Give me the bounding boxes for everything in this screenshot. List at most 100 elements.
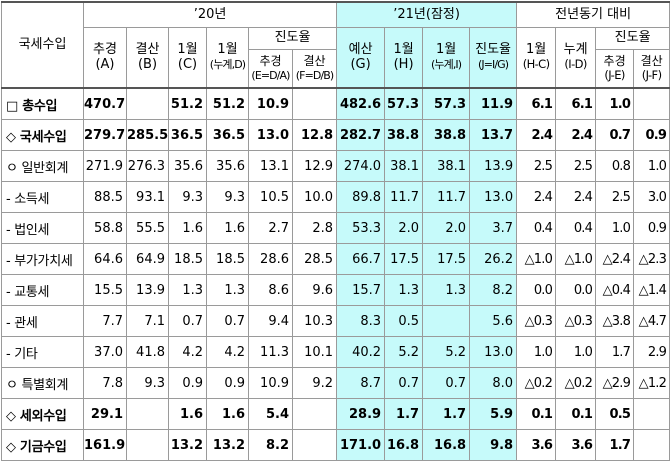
table-header: 국세수입 ’20년 ’21년(잠정) 전년동기 대비 추경 (A) 결산 (B) 1… xyxy=(1,1,670,89)
table-cell: 482.6 xyxy=(336,87,386,120)
table-cell: 9.3 xyxy=(206,181,249,213)
col-header-1: 결산 (B) xyxy=(126,27,169,89)
table-cell: 18.5 xyxy=(168,243,207,275)
table-cell: 55.5 xyxy=(126,212,169,244)
table-cell: △2.3 xyxy=(633,243,670,275)
table-cell: 11.7 xyxy=(384,181,424,213)
table-cell: 2.7 xyxy=(248,212,293,244)
table-cell: 470.7 xyxy=(83,87,127,120)
table-cell: 1.0 xyxy=(633,150,670,182)
table-cell: 1.6 xyxy=(206,398,249,430)
row-label: ㅇ 일반회계 xyxy=(1,150,84,182)
table-cell: 9.3 xyxy=(126,367,169,399)
table-cell: 279.7 xyxy=(83,119,127,151)
table-cell: 1.3 xyxy=(206,274,249,306)
table-cell: 7.8 xyxy=(83,367,127,399)
table-cell xyxy=(422,305,471,337)
table-row: - 기타 37.0 41.8 4.2 4.2 11.3 10.1 40.2 5.2 5.2 13.0… xyxy=(1,336,670,368)
table-cell: 2.0 xyxy=(384,212,424,244)
table-cell: 10.0 xyxy=(291,181,338,213)
table-cell: 0.4 xyxy=(555,212,597,244)
table-cell: 38.1 xyxy=(384,150,424,182)
table-cell xyxy=(126,398,169,430)
table-row: ◇ 국세수입 279.7 285.5 36.5 36.5 13.0 12.8 282.7 38.… xyxy=(1,119,670,151)
table-cell: 51.2 xyxy=(206,87,249,120)
row-label: - 부가가치세 xyxy=(1,243,84,275)
table-cell: 1.3 xyxy=(168,274,207,306)
table-cell: 1.3 xyxy=(422,274,471,306)
table-cell: △0.2 xyxy=(516,367,557,399)
table-cell: 0.7 xyxy=(168,305,207,337)
table-cell: △2.9 xyxy=(595,367,635,399)
progress-header-yoy: 진도율 xyxy=(595,27,670,50)
table-cell: 37.0 xyxy=(83,336,127,368)
table-cell: 29.1 xyxy=(83,398,127,430)
table-cell: 1.0 xyxy=(516,336,557,368)
col-header-8: 1월 (누계,I) xyxy=(422,27,471,89)
table-cell: 64.9 xyxy=(126,243,169,275)
table-cell: 1.0 xyxy=(555,336,597,368)
table-cell: △0.3 xyxy=(555,305,597,337)
table-cell: 36.5 xyxy=(206,119,249,151)
table-cell: 28.5 xyxy=(291,243,338,275)
table-row: ㅇ 일반회계 271.9 276.3 35.6 35.6 13.1 12.9 274.0 38.… xyxy=(1,150,670,182)
table-cell: 11.3 xyxy=(248,336,293,368)
table-cell: 271.9 xyxy=(83,150,127,182)
table-cell: 1.7 xyxy=(595,336,635,368)
table-cell: 93.1 xyxy=(126,181,169,213)
table-cell: 2.9 xyxy=(633,336,670,368)
table-cell: 11.7 xyxy=(422,181,471,213)
table-cell: 0.5 xyxy=(384,305,424,337)
table-cell: 2.8 xyxy=(291,212,338,244)
table-cell: 5.6 xyxy=(469,305,518,337)
table-cell: 2.5 xyxy=(516,150,557,182)
table-cell: 10.9 xyxy=(248,87,293,120)
table-cell: 51.2 xyxy=(168,87,207,120)
col-header-12: 추경 (J-E) xyxy=(595,49,635,89)
table-cell: 28.6 xyxy=(248,243,293,275)
table-cell: 0.0 xyxy=(516,274,557,306)
col-header-4: 추경 (E=D/A) xyxy=(248,49,293,89)
table-cell: 0.4 xyxy=(516,212,557,244)
table-cell: 1.7 xyxy=(384,398,424,430)
row-label: □ 총수입 xyxy=(1,87,84,120)
table-cell: 2.5 xyxy=(595,181,635,213)
table-cell xyxy=(633,87,670,120)
table-cell: 38.8 xyxy=(422,119,471,151)
table-cell: △1.0 xyxy=(516,243,557,275)
table-cell: 1.0 xyxy=(595,87,635,120)
table-cell: △2.4 xyxy=(595,243,635,275)
table-cell: 13.0 xyxy=(248,119,293,151)
progress-header-2020: 진도율 xyxy=(247,27,338,50)
row-label: ㅇ 특별회계 xyxy=(1,367,84,399)
table-cell: 18.5 xyxy=(206,243,249,275)
table-cell xyxy=(291,87,338,120)
table-cell: 1.6 xyxy=(206,212,249,244)
table-cell: 38.1 xyxy=(422,150,471,182)
table-row: - 부가가치세 64.6 64.9 18.5 18.5 28.6 28.5 66.7 17.5 1… xyxy=(1,243,670,275)
table-cell: 13.7 xyxy=(469,119,518,151)
table-cell: 6.1 xyxy=(555,87,597,120)
row-label: - 교통세 xyxy=(1,274,84,306)
table-cell: 0.7 xyxy=(422,367,471,399)
table-cell: 9.2 xyxy=(291,367,338,399)
table-cell: 11.9 xyxy=(469,87,518,120)
table-cell: 53.3 xyxy=(336,212,386,244)
col-header-11: 누계 (I-D) xyxy=(555,27,597,89)
table-cell: △3.8 xyxy=(595,305,635,337)
table-cell: 13.9 xyxy=(469,150,518,182)
table-row: □ 총수입 470.7 51.2 51.2 10.9 482.6 57.3 57.3 11.9 6… xyxy=(1,87,670,120)
table-cell: 2.4 xyxy=(555,181,597,213)
row-label: - 법인세 xyxy=(1,212,84,244)
row-header-cell: 국세수입 xyxy=(1,1,84,89)
table-cell: 0.7 xyxy=(595,119,635,151)
table-cell: 7.7 xyxy=(83,305,127,337)
table-cell: 26.2 xyxy=(469,243,518,275)
table-cell: 1.6 xyxy=(168,398,207,430)
col-header-3: 1월 (누계,D) xyxy=(206,27,249,89)
table-cell: 57.3 xyxy=(384,87,424,120)
table-cell: 0.5 xyxy=(595,398,635,430)
table-cell: 2.5 xyxy=(555,150,597,182)
